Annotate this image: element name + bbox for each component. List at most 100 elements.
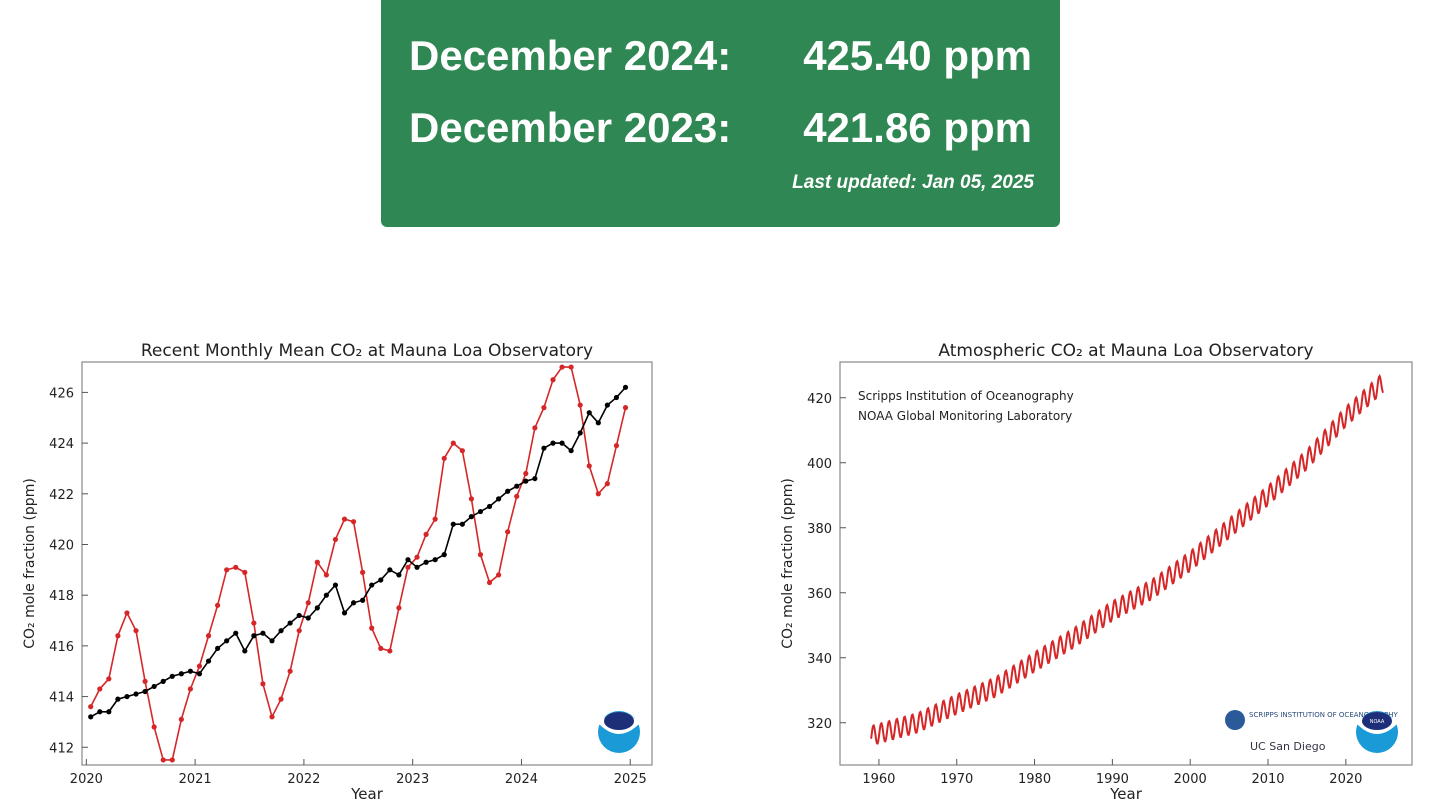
data-point xyxy=(586,410,592,416)
x-tick-label: 2000 xyxy=(1174,772,1207,787)
data-point xyxy=(486,579,493,586)
series-line-monthly-mean xyxy=(89,366,627,761)
chart-title: Atmospheric CO₂ at Mauna Loa Observatory xyxy=(938,341,1313,361)
data-point xyxy=(296,612,302,619)
data-point xyxy=(622,384,629,390)
data-point xyxy=(205,658,212,664)
data-point xyxy=(224,638,230,644)
data-point xyxy=(251,633,257,639)
data-point xyxy=(541,405,547,411)
data-point xyxy=(233,630,239,636)
x-tick-label: 1990 xyxy=(1096,772,1129,787)
data-point xyxy=(169,673,175,679)
data-point xyxy=(496,572,502,578)
data-point xyxy=(387,648,393,654)
data-point xyxy=(260,630,266,636)
data-point xyxy=(88,714,94,720)
data-point xyxy=(559,364,565,370)
data-point xyxy=(323,572,329,578)
data-point xyxy=(595,420,601,426)
data-point xyxy=(532,475,538,482)
data-point xyxy=(305,600,311,606)
data-point xyxy=(160,757,166,763)
data-point xyxy=(568,448,574,454)
data-point xyxy=(97,709,103,715)
y-tick-label: 418 xyxy=(49,589,74,604)
data-point xyxy=(205,633,212,639)
data-point xyxy=(378,577,384,583)
data-point xyxy=(514,483,520,489)
data-point xyxy=(242,648,248,654)
data-point xyxy=(423,559,429,565)
data-point xyxy=(215,602,221,608)
noaa-logo-text: NOAA xyxy=(1370,719,1385,725)
data-point xyxy=(187,686,194,692)
dec-2023-label: December 2023: xyxy=(409,104,732,151)
y-tick-label: 320 xyxy=(807,717,832,732)
data-point xyxy=(405,564,411,570)
data-point xyxy=(459,521,465,527)
x-tick-label: 2021 xyxy=(179,772,212,787)
data-point xyxy=(360,569,366,575)
annotation: Scripps Institution of Oceanography xyxy=(858,389,1074,403)
data-point xyxy=(450,521,456,527)
series-line-monthly-mean xyxy=(870,373,1384,745)
data-point xyxy=(269,714,275,720)
x-tick-label: 1980 xyxy=(1018,772,1051,787)
data-point xyxy=(305,615,311,621)
data-point xyxy=(369,625,375,631)
data-point xyxy=(459,448,465,454)
data-point xyxy=(178,671,184,677)
chart-2: Atmospheric CO₂ at Mauna Loa Observatory… xyxy=(780,341,1413,803)
data-point xyxy=(423,531,429,537)
data-point xyxy=(215,645,221,652)
x-tick-label: 2020 xyxy=(70,772,103,787)
x-tick-label: 2023 xyxy=(396,772,429,787)
dec-2024-value: 425.40 ppm xyxy=(803,32,1032,79)
data-point xyxy=(278,696,284,702)
data-point xyxy=(196,663,203,669)
data-point xyxy=(133,691,139,697)
data-point xyxy=(133,628,139,634)
data-point xyxy=(523,478,529,484)
data-point xyxy=(251,620,257,626)
data-point xyxy=(432,516,438,522)
data-point xyxy=(88,704,94,710)
data-point xyxy=(523,470,529,477)
data-point xyxy=(260,681,266,687)
data-point xyxy=(568,364,574,370)
series-line-deseasonalized xyxy=(90,386,627,718)
data-point xyxy=(350,519,357,525)
plot-frame xyxy=(81,361,653,766)
y-tick-label: 340 xyxy=(807,652,832,667)
data-point xyxy=(595,491,601,497)
y-tick-label: 424 xyxy=(49,437,74,452)
data-point xyxy=(414,564,420,570)
data-point xyxy=(505,529,511,535)
data-point xyxy=(278,628,284,634)
data-point xyxy=(387,567,393,573)
data-point xyxy=(287,668,293,674)
data-point xyxy=(414,554,420,560)
data-point xyxy=(396,605,402,611)
y-tick-label: 426 xyxy=(49,386,74,401)
data-point xyxy=(196,671,203,677)
x-tick-label: 2025 xyxy=(614,772,647,787)
data-point xyxy=(586,463,592,469)
data-point xyxy=(115,633,121,639)
data-point xyxy=(541,445,547,451)
chart-1: Recent Monthly Mean CO₂ at Mauna Loa Obs… xyxy=(22,341,653,803)
annotation: NOAA Global Monitoring Laboratory xyxy=(858,409,1072,423)
data-point xyxy=(160,678,166,684)
data-point xyxy=(106,709,112,715)
data-point xyxy=(224,567,230,573)
data-point xyxy=(142,688,148,695)
data-point xyxy=(468,496,475,502)
data-point xyxy=(332,582,339,588)
data-point xyxy=(468,514,475,520)
data-point xyxy=(369,582,375,588)
data-point xyxy=(550,377,556,383)
y-tick-label: 420 xyxy=(49,538,74,553)
x-tick-label: 2024 xyxy=(505,772,538,787)
